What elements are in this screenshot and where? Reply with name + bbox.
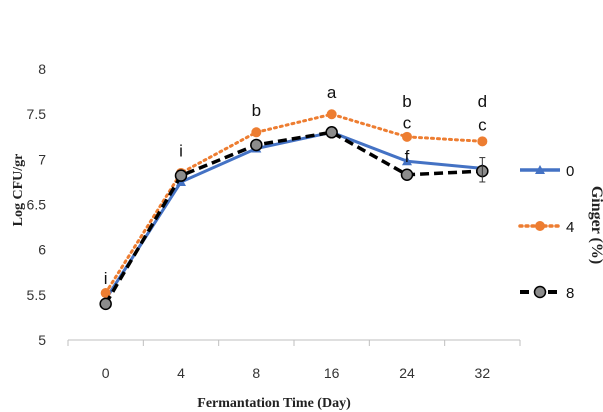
data-point — [402, 131, 412, 142]
x-tick-label: 24 — [399, 365, 415, 381]
data-point — [251, 127, 262, 138]
series-line — [104, 130, 483, 305]
axes-layer: 0 4 8 16 24 32 5 5.5 6 6.5 7 7.5 8 — [27, 61, 521, 381]
legend-entry-0: 0 — [520, 163, 574, 180]
series-line — [104, 112, 484, 295]
legend-swatch-marker — [535, 165, 545, 174]
y-tick-label: 6 — [38, 242, 46, 258]
significance-letter: f — [405, 147, 410, 166]
legend: 0 4 8 — [518, 163, 574, 302]
series-8 — [99, 126, 489, 311]
significance-letter: d — [478, 92, 487, 111]
x-tick-label: 4 — [177, 365, 185, 381]
data-point — [400, 168, 414, 181]
series-line — [104, 130, 483, 301]
data-point — [174, 169, 188, 182]
y-tick-label: 5 — [38, 332, 46, 348]
y-tick-label: 5.5 — [27, 287, 47, 303]
legend-label: 0 — [566, 163, 574, 180]
legend-title: Ginger (%) — [588, 186, 603, 264]
significance-letter: i — [104, 269, 108, 288]
data-point — [325, 126, 338, 139]
error-bars — [479, 157, 486, 183]
x-tick-label: 8 — [252, 365, 260, 381]
y-tick-label: 7 — [38, 151, 46, 167]
legend-label: 8 — [566, 285, 574, 302]
x-tick-label: 32 — [475, 365, 491, 381]
significance-letter: c — [403, 114, 412, 133]
legend-swatch-marker — [533, 285, 547, 299]
y-tick-label: 7.5 — [27, 106, 47, 122]
x-axis-title: Fermantation Time (Day) — [197, 396, 351, 411]
legend-swatch-marker — [535, 221, 545, 231]
significance-letter: i — [179, 142, 183, 161]
x-tick-label: 0 — [102, 365, 110, 381]
x-tick-label: 16 — [324, 365, 340, 381]
data-point — [100, 288, 111, 299]
y-axis-title: Log CFU/gr — [11, 154, 26, 227]
data-point — [326, 109, 337, 120]
legend-entry-4: 4 — [518, 219, 574, 236]
y-tick-label: 6.5 — [27, 197, 47, 213]
data-point — [250, 138, 263, 152]
significance-letter: a — [327, 83, 337, 102]
series-layer — [99, 109, 489, 311]
significance-letter: b — [402, 92, 411, 111]
data-point — [402, 156, 412, 166]
data-point — [477, 136, 488, 147]
significance-letter: b — [252, 101, 261, 120]
legend-label: 4 — [566, 219, 574, 236]
data-point — [99, 297, 112, 311]
legend-entry-8: 8 — [520, 285, 574, 302]
significance-letter: c — [478, 115, 487, 134]
y-tick-label: 8 — [38, 61, 46, 77]
